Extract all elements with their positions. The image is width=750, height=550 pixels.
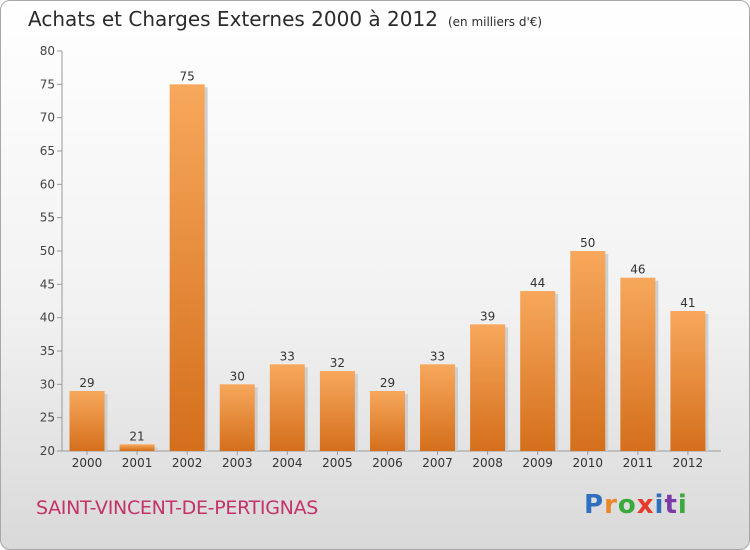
y-tick-label: 40 xyxy=(40,311,55,325)
bar xyxy=(169,84,205,451)
y-tick-label: 45 xyxy=(40,277,55,291)
y-tick-label: 75 xyxy=(40,77,55,91)
x-tick-label: 2012 xyxy=(673,456,704,470)
bar xyxy=(670,311,706,451)
x-tick-label: 2008 xyxy=(472,456,503,470)
bar xyxy=(69,391,105,451)
data-label: 33 xyxy=(430,349,445,363)
y-tick-label: 20 xyxy=(40,444,55,458)
data-label: 46 xyxy=(630,263,645,277)
data-label: 50 xyxy=(580,236,595,250)
x-tick-label: 2011 xyxy=(623,456,654,470)
location-name: SAINT-VINCENT-DE-PERTIGNAS xyxy=(36,497,319,519)
logo-letter: r xyxy=(604,490,618,520)
bar xyxy=(319,371,355,451)
bar xyxy=(620,277,656,451)
x-tick-label: 2010 xyxy=(572,456,603,470)
x-tick-label: 2006 xyxy=(372,456,403,470)
data-label: 29 xyxy=(380,376,395,390)
chart-title: Achats et Charges Externes 2000 à 2012 (e… xyxy=(28,7,542,31)
x-tick-label: 2001 xyxy=(122,456,153,470)
data-label: 44 xyxy=(530,276,545,290)
bars xyxy=(69,84,709,451)
data-label: 30 xyxy=(230,369,245,383)
data-label: 33 xyxy=(280,349,295,363)
y-tick-label: 80 xyxy=(40,44,55,58)
data-label: 29 xyxy=(79,376,94,390)
x-tick-label: 2005 xyxy=(322,456,353,470)
logo-letter: P xyxy=(584,490,605,520)
y-tick-label: 70 xyxy=(40,111,55,125)
bar xyxy=(420,364,456,451)
axes: 20 25 30 35 40 45 50 55 60 65 70 75 80 2000 2001 2002 20… xyxy=(40,44,721,470)
data-label: 75 xyxy=(180,69,195,83)
logo-letter: o xyxy=(617,490,637,520)
data-label: 21 xyxy=(129,429,144,443)
x-tick-label: 2002 xyxy=(172,456,203,470)
x-tick-label: 2004 xyxy=(272,456,303,470)
data-labels: 29 21 75 30 33 32 29 33 39 44 50 46 41 xyxy=(79,69,695,443)
bar xyxy=(470,324,506,451)
y-tick-label: 50 xyxy=(40,244,55,258)
bar xyxy=(219,384,255,451)
bar xyxy=(570,251,606,451)
x-tick-label: 2003 xyxy=(222,456,253,470)
logo-letter: i xyxy=(677,490,688,520)
data-label: 41 xyxy=(680,296,695,310)
bar xyxy=(269,364,305,451)
x-tick-label: 2000 xyxy=(72,456,103,470)
bar xyxy=(369,391,405,451)
y-tick-label: 25 xyxy=(40,411,55,425)
y-tick-label: 65 xyxy=(40,144,55,158)
logo-letter: i xyxy=(654,490,665,520)
logo-letter: t xyxy=(664,490,678,520)
logo-letter: x xyxy=(636,490,655,520)
x-tick-label: 2007 xyxy=(422,456,453,470)
data-label: 32 xyxy=(330,356,345,370)
data-label: 39 xyxy=(480,309,495,323)
bar xyxy=(520,291,556,451)
chart-title-text: Achats et Charges Externes 2000 à 2012 xyxy=(28,7,438,31)
x-tick-label: 2009 xyxy=(522,456,553,470)
bar xyxy=(119,444,155,451)
y-tick-label: 55 xyxy=(40,211,55,225)
y-tick-label: 30 xyxy=(40,377,55,391)
chart-subtitle: (en milliers d'€) xyxy=(447,15,543,29)
y-tick-label: 35 xyxy=(40,344,55,358)
y-tick-label: 60 xyxy=(40,177,55,191)
proxiti-logo[interactable]: Proxiti xyxy=(584,490,688,520)
